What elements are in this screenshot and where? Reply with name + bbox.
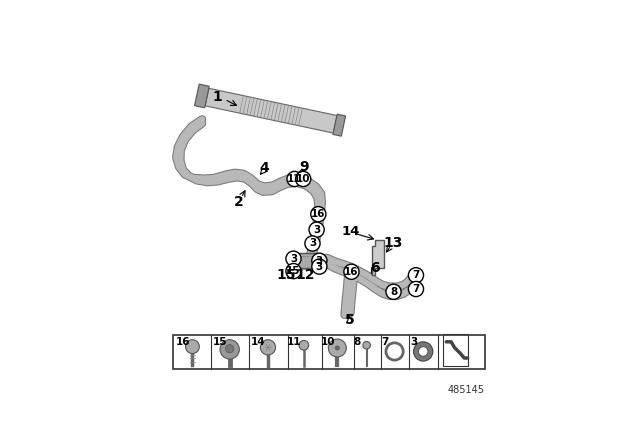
Circle shape xyxy=(419,347,428,356)
Circle shape xyxy=(220,340,239,359)
Text: 3: 3 xyxy=(313,225,320,235)
Circle shape xyxy=(408,281,424,297)
Text: 14: 14 xyxy=(251,337,266,347)
Circle shape xyxy=(299,340,308,350)
Text: 7: 7 xyxy=(381,337,388,347)
Text: 16: 16 xyxy=(311,209,326,219)
Circle shape xyxy=(305,236,320,251)
Text: 15: 15 xyxy=(212,337,227,347)
Text: 8: 8 xyxy=(353,337,360,347)
Text: 3: 3 xyxy=(316,262,323,271)
Circle shape xyxy=(328,339,346,357)
Circle shape xyxy=(386,284,401,299)
Text: 10: 10 xyxy=(296,174,310,184)
Polygon shape xyxy=(333,114,346,136)
Text: 4: 4 xyxy=(259,161,269,175)
Text: 1: 1 xyxy=(212,90,223,104)
Circle shape xyxy=(311,207,326,222)
Text: 14: 14 xyxy=(341,225,360,238)
Circle shape xyxy=(309,222,324,237)
Text: 3: 3 xyxy=(309,238,316,249)
Circle shape xyxy=(312,259,327,274)
Bar xyxy=(296,253,317,267)
Circle shape xyxy=(287,172,302,186)
Text: 9: 9 xyxy=(300,160,309,174)
Text: 5: 5 xyxy=(345,313,355,327)
Circle shape xyxy=(260,340,276,355)
Polygon shape xyxy=(195,84,209,108)
Text: 8: 8 xyxy=(390,287,397,297)
Circle shape xyxy=(344,264,359,280)
Circle shape xyxy=(286,263,301,279)
Text: 10: 10 xyxy=(321,337,335,347)
Circle shape xyxy=(413,342,433,361)
Bar xyxy=(173,335,485,370)
Text: 7: 7 xyxy=(412,270,420,280)
Text: 2: 2 xyxy=(234,195,243,209)
Circle shape xyxy=(312,253,327,268)
Circle shape xyxy=(335,346,339,350)
Polygon shape xyxy=(205,88,337,133)
Circle shape xyxy=(225,345,234,353)
Circle shape xyxy=(186,340,199,353)
Text: 16: 16 xyxy=(344,267,358,277)
Text: 16: 16 xyxy=(175,337,190,347)
Text: 6: 6 xyxy=(370,261,380,275)
Text: 15: 15 xyxy=(276,268,296,282)
Text: 15: 15 xyxy=(286,266,301,276)
Text: 12: 12 xyxy=(296,268,316,282)
Text: 7: 7 xyxy=(412,284,420,294)
Text: 13: 13 xyxy=(384,237,403,250)
Bar xyxy=(297,256,317,269)
Text: 3: 3 xyxy=(316,256,323,266)
Text: 3: 3 xyxy=(290,254,297,264)
Text: 3: 3 xyxy=(410,337,417,347)
Text: 485145: 485145 xyxy=(448,384,485,395)
Circle shape xyxy=(363,341,371,349)
Circle shape xyxy=(286,251,301,266)
Circle shape xyxy=(296,172,311,186)
Text: 11: 11 xyxy=(287,337,301,347)
Bar xyxy=(442,334,468,366)
Polygon shape xyxy=(372,240,384,275)
Text: 11: 11 xyxy=(287,174,302,184)
Circle shape xyxy=(408,267,424,283)
